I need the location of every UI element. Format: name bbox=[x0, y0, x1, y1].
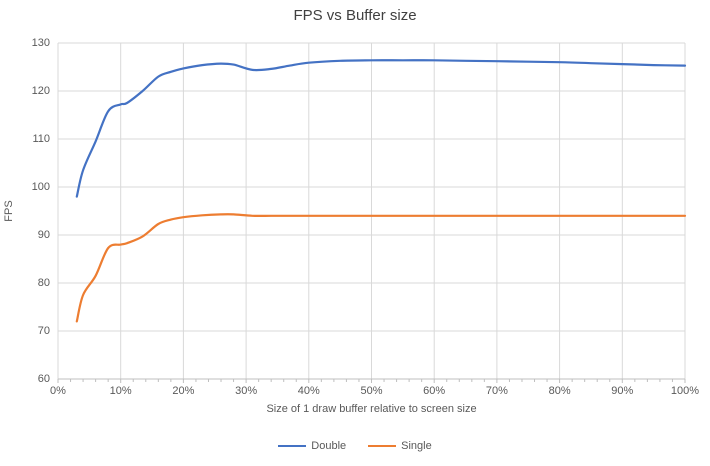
x-tick-label: 10% bbox=[110, 385, 132, 397]
legend-line-double bbox=[278, 445, 307, 447]
y-tick-label: 80 bbox=[38, 277, 50, 289]
x-tick-label: 30% bbox=[235, 385, 257, 397]
legend: Double Single bbox=[0, 440, 710, 452]
y-tick-label: 120 bbox=[32, 85, 50, 97]
y-tick-label: 130 bbox=[32, 37, 50, 49]
y-tick-label: 60 bbox=[38, 373, 50, 385]
legend-item-single: Single bbox=[368, 440, 432, 452]
x-axis-title: Size of 1 draw buffer relative to screen… bbox=[266, 403, 477, 415]
x-tick-label: 40% bbox=[298, 385, 320, 397]
legend-label-single: Single bbox=[401, 440, 432, 452]
y-axis-title: FPS bbox=[3, 200, 15, 222]
x-tick-label: 80% bbox=[549, 385, 571, 397]
x-tick-label: 70% bbox=[486, 385, 508, 397]
x-tick-label: 50% bbox=[360, 385, 382, 397]
y-tick-label: 110 bbox=[32, 133, 50, 145]
x-tick-label: 0% bbox=[50, 385, 66, 397]
x-tick-label: 90% bbox=[611, 385, 633, 397]
series-line-single bbox=[75, 213, 687, 323]
x-tick-label: 20% bbox=[172, 385, 194, 397]
y-tick-label: 70 bbox=[38, 325, 50, 337]
x-tick-label: 60% bbox=[423, 385, 445, 397]
y-tick-label: 100 bbox=[32, 181, 50, 193]
legend-line-single bbox=[368, 445, 397, 447]
legend-item-double: Double bbox=[278, 440, 346, 452]
x-tick-label: 100% bbox=[671, 385, 699, 397]
chart-title: FPS vs Buffer size bbox=[293, 7, 417, 24]
series-line-double bbox=[75, 59, 687, 198]
legend-label-double: Double bbox=[311, 440, 347, 452]
y-tick-label: 90 bbox=[38, 229, 50, 241]
